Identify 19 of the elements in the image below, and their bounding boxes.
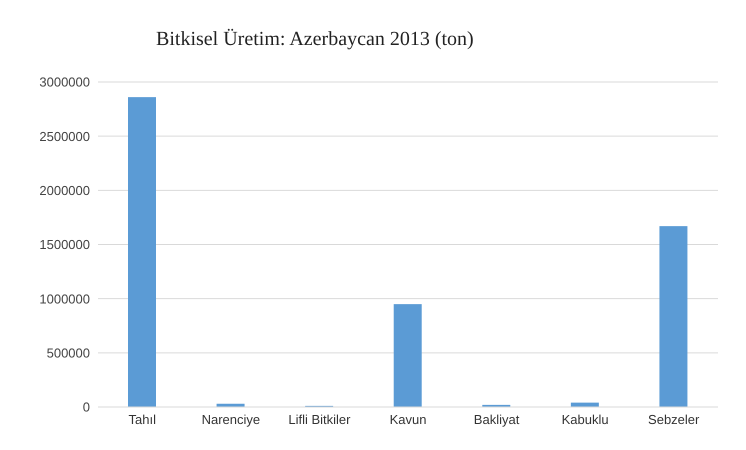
y-tick-label: 500000: [46, 345, 90, 360]
x-tick-label: Bakliyat: [474, 412, 520, 428]
y-tick-label: 1000000: [39, 291, 90, 306]
y-tick-label: 0: [82, 400, 90, 415]
bar: [570, 402, 599, 407]
bar: [128, 97, 156, 407]
x-tick-label: Tahıl: [128, 412, 156, 428]
y-tick-label: 2000000: [39, 182, 90, 198]
y-tick-label: 3000000: [39, 74, 90, 90]
x-tick-label: Lifli Bitkiler: [288, 412, 352, 428]
x-tick-label: Narenciye: [202, 412, 260, 428]
x-tick-label: Kavun: [390, 412, 426, 428]
bar: [394, 304, 422, 407]
x-tick-label: Sebzeler: [648, 412, 700, 428]
chart-title: Bitkisel Üretim: Azerbaycan 2013 (ton): [156, 28, 474, 51]
bar: [659, 226, 688, 407]
y-tick-label: 2500000: [39, 128, 90, 144]
y-tick-label: 1500000: [39, 237, 90, 252]
x-tick-label: Kabuklu: [562, 412, 609, 428]
